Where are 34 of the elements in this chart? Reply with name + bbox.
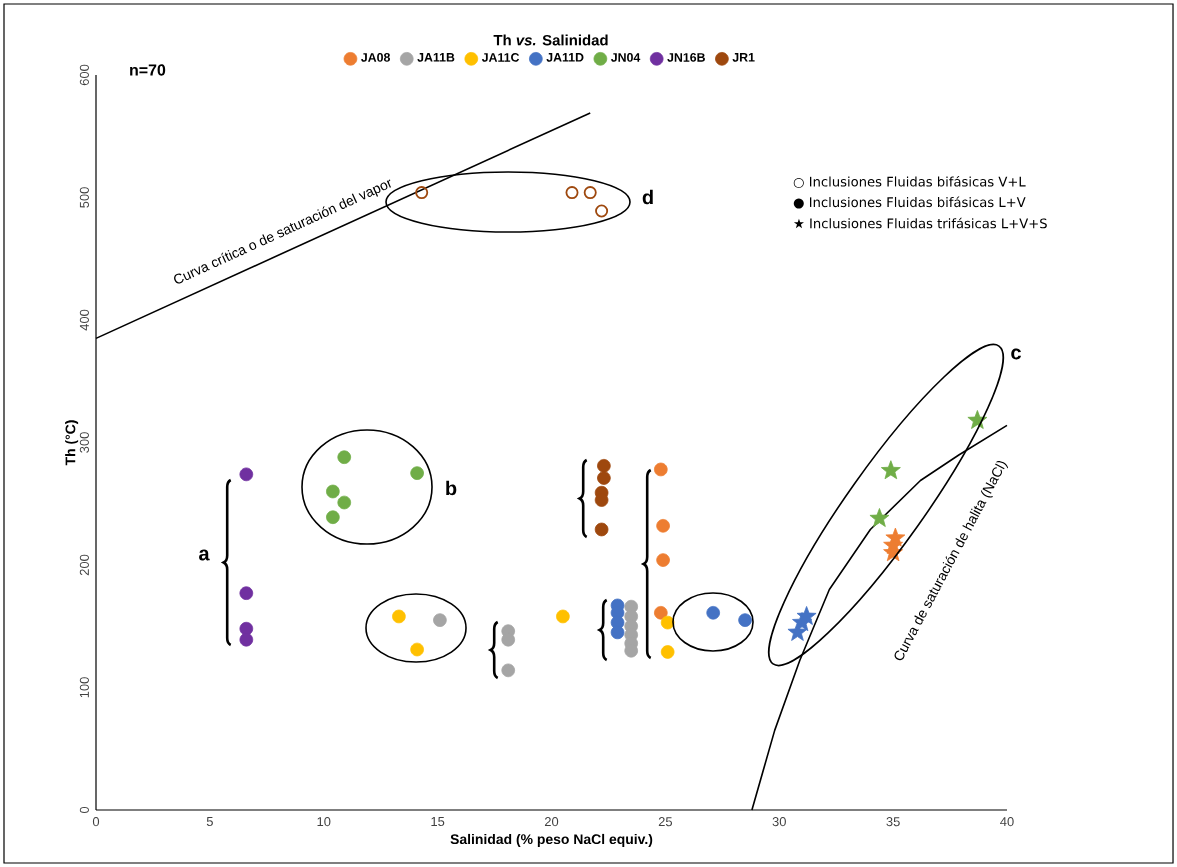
x-tick-label: 25 xyxy=(658,817,673,827)
y-tick-label: 400 xyxy=(79,309,89,331)
y-tick-label: 200 xyxy=(79,554,89,576)
legend-label: JA11D xyxy=(546,53,584,62)
x-tick-label: 15 xyxy=(431,817,445,827)
legend-label: JR1 xyxy=(732,53,755,62)
y-tick-label: 100 xyxy=(79,677,89,698)
legend-label: JN04 xyxy=(610,53,641,62)
annotation: ★ Inclusiones Fluidas trifásicas L+V+S xyxy=(793,217,1047,229)
y-axis-title: Th (°C) xyxy=(65,420,79,466)
x-tick-label: 0 xyxy=(92,817,100,827)
y-tick-label: 300 xyxy=(79,432,89,453)
y-tick-label: 500 xyxy=(79,187,89,208)
annotation: ● Inclusiones Fluidas bifásicas L+V xyxy=(793,196,1026,209)
x-tick-label: 30 xyxy=(772,817,786,827)
y-tick-label: 0 xyxy=(79,806,89,814)
annotation: n=70 xyxy=(130,64,166,76)
annotation: d xyxy=(642,189,653,205)
x-tick-label: 5 xyxy=(206,817,213,827)
chart-title: Th vs. Salinidad xyxy=(493,34,608,46)
x-tick-label: 35 xyxy=(886,817,900,827)
text: c xyxy=(1011,348,1021,360)
x-tick-label: 20 xyxy=(544,817,559,827)
legend-label: JN16B xyxy=(667,53,705,62)
x-axis-title: Salinidad (% peso NaCl equiv.) xyxy=(450,833,653,847)
x-tick-label: 40 xyxy=(1000,817,1014,827)
annotation: b xyxy=(446,480,457,496)
legend-label: JA11B xyxy=(417,53,455,62)
y-tick-label: 600 xyxy=(79,64,89,86)
annotation: a xyxy=(199,549,210,561)
legend-label: JA08 xyxy=(361,53,390,62)
annotation: ○ Inclusiones Fluidas bifásicas V+L xyxy=(793,175,1026,189)
legend-label: JA11C xyxy=(481,53,520,62)
x-tick-label: 10 xyxy=(317,817,331,827)
